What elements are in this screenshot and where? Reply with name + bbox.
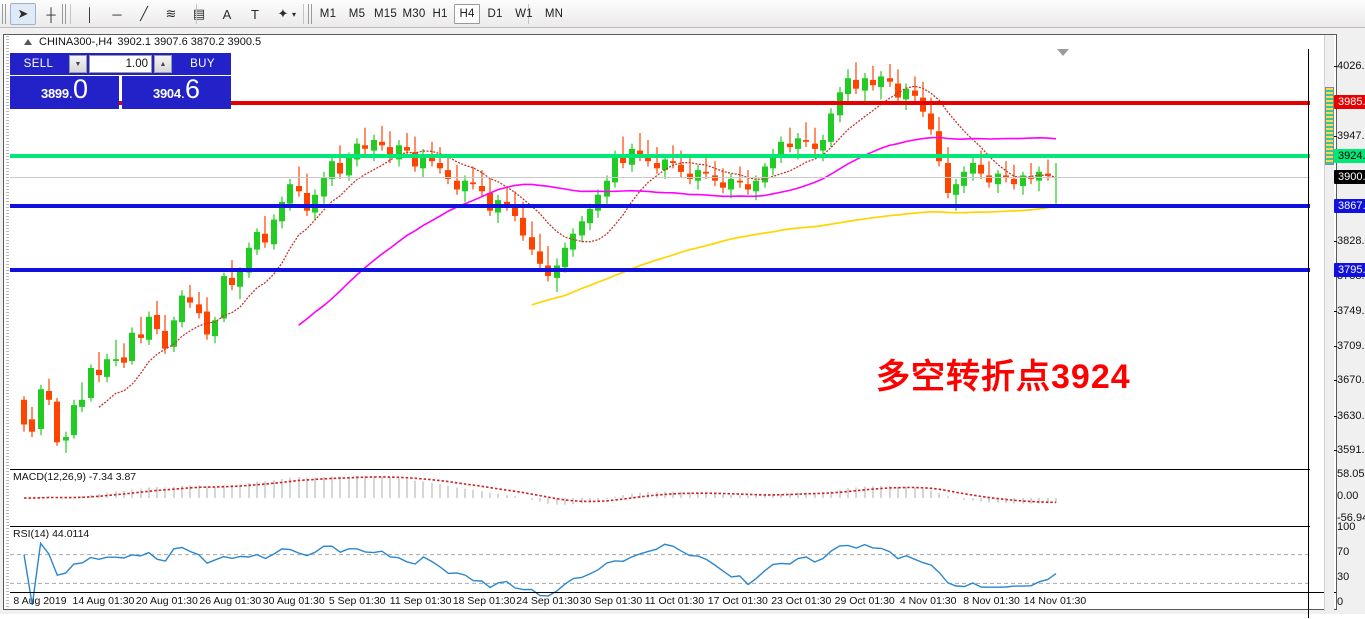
timeframe-d1[interactable]: D1 <box>487 8 503 20</box>
volume-increment-button[interactable]: ▲ <box>154 55 172 73</box>
timeframe-m1[interactable]: M1 <box>319 8 337 20</box>
scale-tick: 58.05 <box>1337 468 1365 480</box>
time-tick: 11 Sep 01:30 <box>389 595 452 607</box>
ohlc-values: 3902.1 3907.6 3870.2 3900.5 <box>117 36 262 48</box>
buy-button[interactable]: BUY <box>174 53 231 75</box>
price-label-3985.0[interactable]: 3985.0 <box>1334 95 1365 110</box>
price-tick: 3670.0 <box>1337 374 1365 387</box>
time-tick: 11 Oct 01:30 <box>644 595 705 607</box>
rsi-label: RSI(14) 44.0114 <box>13 528 90 540</box>
time-tick: 14 Aug 01:30 <box>72 595 135 607</box>
timeframe-m15[interactable]: M15 <box>374 8 397 20</box>
rsi-subwindow[interactable]: RSI(14) 44.0114 <box>10 526 1310 619</box>
equidistant-channel-tool[interactable]: ≋ <box>165 6 177 21</box>
time-tick: 4 Nov 01:30 <box>899 595 957 607</box>
price-label-3900.5[interactable]: 3900.5 <box>1334 169 1365 184</box>
time-tick: 14 Nov 01:30 <box>1023 595 1087 607</box>
time-tick: 23 Oct 01:30 <box>771 595 832 607</box>
macd-subwindow[interactable]: MACD(12,26,9) -7.34 3.87 <box>10 469 1310 526</box>
text-label-tool[interactable]: T <box>251 6 259 22</box>
macd-label: MACD(12,26,9) -7.34 3.87 <box>13 471 137 483</box>
timeframe-m5[interactable]: M5 <box>348 8 366 20</box>
trendline-tool[interactable]: ╱ <box>140 6 148 21</box>
price-tick: 3591.0 <box>1337 444 1365 457</box>
timeframe-mn[interactable]: MN <box>544 8 564 20</box>
scale-tick: 30 <box>1337 571 1350 583</box>
volume-decrement-button[interactable]: ▼ <box>69 55 87 73</box>
chart-grip[interactable] <box>6 36 9 608</box>
level-line-current[interactable] <box>10 176 1310 178</box>
price-axis[interactable]: 4026.03947.03828.03788.03749.03709.03670… <box>1308 49 1365 618</box>
timeframe-h4[interactable]: H4 <box>454 4 480 24</box>
time-tick: 17 Oct 01:30 <box>707 595 768 607</box>
price-tick: 3630.0 <box>1337 409 1365 422</box>
level-line-resistance[interactable] <box>10 100 1310 105</box>
price-label-3924.0[interactable]: 3924.0 <box>1334 148 1365 163</box>
price-tick: 4026.0 <box>1337 59 1365 72</box>
price-candles <box>21 62 1059 453</box>
chart-annotation[interactable]: 多空转折点3924 <box>876 358 1131 396</box>
fibonacci-tool[interactable]: ▤ <box>192 6 206 21</box>
timeframe-h1[interactable]: H1 <box>432 8 448 20</box>
buy-price[interactable]: 3904. 6 <box>122 76 231 109</box>
time-axis[interactable]: 8 Aug 2019 14 Aug 01:30 20 Aug 01:30 26 Aug… <box>10 592 1336 609</box>
level-line-pivot[interactable] <box>10 154 1310 159</box>
time-tick: 30 Sep 01:30 <box>579 595 643 607</box>
timeframe-m30[interactable]: M30 <box>402 8 426 20</box>
toolbar-grip-1[interactable] <box>2 4 7 24</box>
horizontal-line-tool[interactable]: ─ <box>112 6 122 22</box>
scroll-marker-icon <box>1057 49 1069 56</box>
time-tick: 8 Aug 2019 <box>13 595 67 607</box>
time-tick: 8 Nov 01:30 <box>963 595 1020 607</box>
level-line-support-2[interactable] <box>10 268 1310 273</box>
price-label-3795.0[interactable]: 3795.0 <box>1334 262 1365 277</box>
one-click-trading-panel: SELL ▼ 1.00 ▲ BUY 3899. 0 3904. 6 <box>10 53 231 109</box>
time-tick: 29 Oct 01:30 <box>834 595 895 607</box>
toolbar-grip-3[interactable] <box>308 4 313 24</box>
time-tick: 18 Sep 01:30 <box>452 595 516 607</box>
scale-tick: 0 <box>1337 596 1344 608</box>
scrollbar-thumb[interactable] <box>1325 87 1334 165</box>
shapes-tool[interactable]: ✦ <box>277 6 289 21</box>
sell-button[interactable]: SELL <box>10 53 67 75</box>
timeframe-w1[interactable]: W1 <box>515 8 533 20</box>
chart-header: CHINA300-,H4 3902.1 3907.6 3870.2 3900.5 <box>4 35 1339 49</box>
crosshair-tool[interactable]: ┼ <box>46 6 56 22</box>
time-tick: 30 Aug 01:30 <box>262 595 325 607</box>
price-plot[interactable]: 多空转折点3924 <box>10 49 1310 467</box>
time-tick: 24 Sep 01:30 <box>516 595 579 607</box>
level-line-support-1[interactable] <box>10 204 1310 209</box>
time-tick: 5 Sep 01:30 <box>328 595 386 607</box>
symbol-label: CHINA300-,H4 <box>39 36 113 48</box>
volume-stepper: ▼ 1.00 ▲ <box>67 53 174 75</box>
vertical-scrollbar[interactable] <box>1324 35 1334 611</box>
scale-tick: 70 <box>1337 546 1350 558</box>
scale-tick: 100 <box>1337 521 1356 533</box>
time-tick: 20 Aug 01:30 <box>135 595 198 607</box>
cursor-tool[interactable]: ➤ <box>10 3 36 25</box>
main-toolbar: ➤ ┼ │ ─ ╱ ≋ ▤ A T ✦ ▾ M1 M5 M15 M30 H1 H4 D1 W1 MN <box>0 0 1365 28</box>
shapes-dropdown-icon[interactable]: ▾ <box>291 9 296 19</box>
chart-window[interactable]: CHINA300-,H4 3902.1 3907.6 3870.2 3900.5… <box>3 34 1365 618</box>
price-tick: 3947.0 <box>1337 129 1365 142</box>
toolbar-grip-2[interactable] <box>62 4 67 24</box>
time-tick: 26 Aug 01:30 <box>199 595 262 607</box>
volume-input[interactable]: 1.00 <box>89 55 152 73</box>
text-tool[interactable]: A <box>222 6 232 22</box>
scale-tick: 0.00 <box>1337 490 1359 502</box>
vertical-line-tool[interactable]: │ <box>85 6 95 22</box>
scale-tick: -56.94 <box>1337 512 1365 524</box>
price-tick: 3749.0 <box>1337 304 1365 317</box>
price-label-3867.5[interactable]: 3867.5 <box>1334 198 1365 213</box>
price-tick: 3709.0 <box>1337 339 1365 352</box>
collapse-triangle-icon[interactable] <box>24 39 32 45</box>
price-tick: 3828.0 <box>1337 234 1365 247</box>
sell-price[interactable]: 3899. 0 <box>10 76 119 109</box>
